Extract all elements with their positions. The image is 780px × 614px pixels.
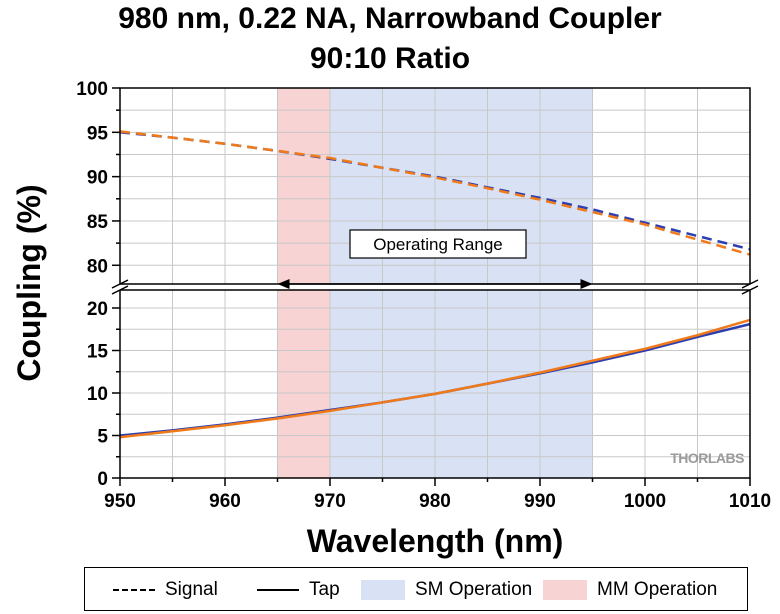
y-tick-label-upper: 100 (76, 79, 108, 100)
y-axis-title: Coupling (%) (11, 184, 47, 381)
x-tick-label: 1010 (729, 491, 771, 512)
axis-break-mark-0-a (111, 279, 129, 289)
annotation-box (349, 229, 527, 259)
annotation-label: Operating Range (373, 235, 502, 254)
x-tick-label: 950 (104, 491, 136, 512)
x-tick-label: 970 (314, 491, 346, 512)
annotation-arrowhead-left (277, 279, 290, 289)
legend-tap-label: Tap (309, 579, 340, 600)
chart-title-line-1: 980 nm, 0.22 NA, Narrowband Coupler (118, 2, 662, 35)
legend-item-mm: MM Operation (543, 568, 717, 612)
shaded-region-1 (330, 88, 593, 478)
y-tick-label-lower: 10 (87, 384, 108, 405)
legend-signal-label: Signal (165, 579, 218, 600)
legend-sm-label: SM Operation (415, 579, 533, 600)
axis-break-mark-1-a (741, 279, 759, 289)
x-tick-label: 980 (419, 491, 451, 512)
legend-item-signal: Signal (113, 568, 218, 612)
y-tick-label-lower: 20 (87, 299, 108, 320)
series-line-signal-1 (119, 130, 751, 256)
legend-item-tap: Tap (257, 568, 340, 612)
y-tick-label-upper: 85 (87, 212, 109, 233)
legend-mm-label: MM Operation (597, 579, 718, 600)
y-tick-label-upper: 95 (87, 123, 109, 144)
thorlabs-watermark: THORLABS (670, 450, 744, 466)
x-axis-title: Wavelength (nm) (307, 523, 564, 559)
legend-sm-swatch (361, 580, 405, 600)
legend-tap-swatch (257, 589, 299, 591)
y-tick-label-upper: 80 (87, 256, 108, 277)
x-tick-label: 960 (209, 491, 241, 512)
axis-break-mark-0-b (111, 285, 129, 295)
series-line-tap-3 (119, 318, 751, 439)
chart-svg: 950 960 970 980 990 1000 101080859095100051015… (11, 79, 771, 559)
y-tick-label-lower: 5 (97, 427, 108, 448)
x-tick-label: 990 (524, 491, 556, 512)
axis-break-mark-1-b (741, 285, 759, 295)
chart-legend: Signal Tap SM Operation MM Operation (84, 567, 748, 611)
axis-break-gap (112, 284, 758, 290)
chart-title-line-2: 90:10 Ratio (309, 42, 471, 75)
legend-signal-swatch (113, 589, 155, 591)
x-tick-label: 1000 (624, 491, 666, 512)
legend-item-sm: SM Operation (361, 568, 532, 612)
y-tick-label-lower: 15 (87, 342, 109, 363)
legend-mm-swatch (543, 580, 587, 600)
y-tick-label-upper: 90 (87, 168, 108, 189)
y-tick-label-lower: 0 (97, 469, 108, 490)
annotation-arrowhead-right (580, 279, 593, 289)
